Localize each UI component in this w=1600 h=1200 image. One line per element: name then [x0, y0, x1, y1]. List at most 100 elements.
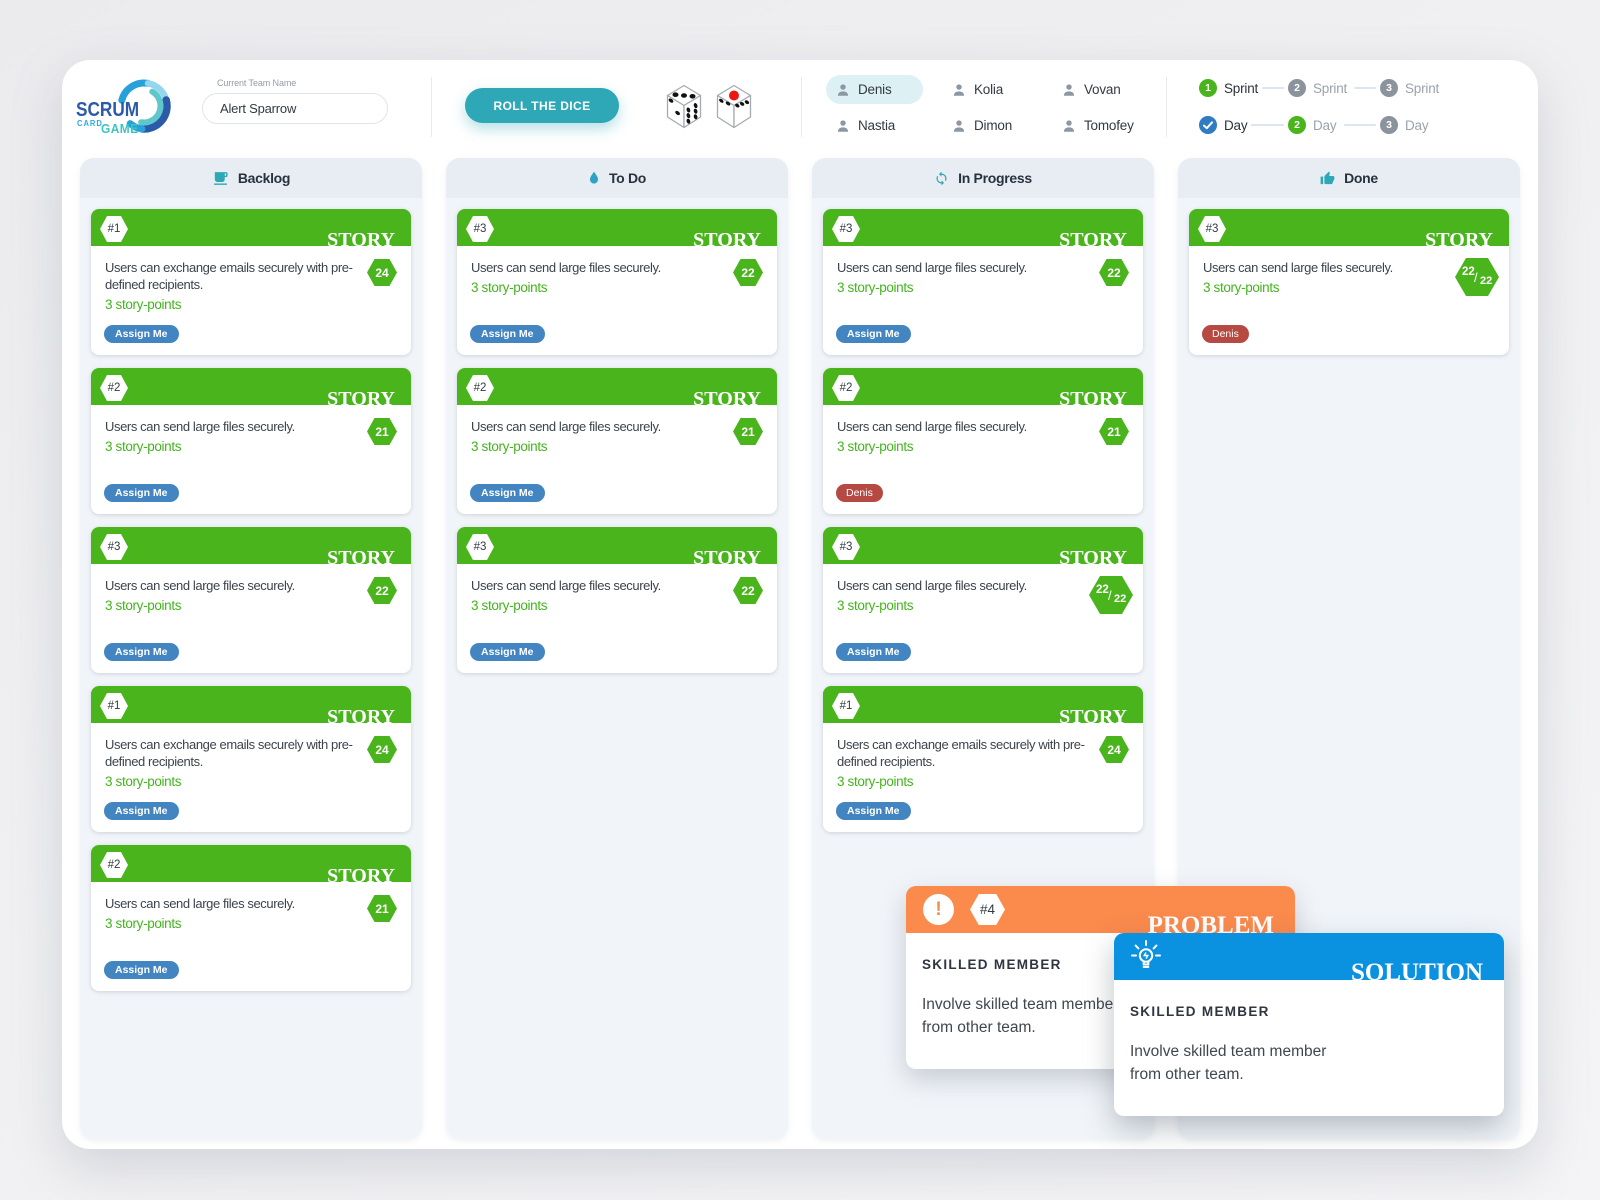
logo-text-card: CARD — [77, 119, 103, 128]
story-card-3[interactable]: #3 STORY Users can send large files secure… — [91, 527, 411, 673]
story-points-label: 3 story-points — [837, 280, 914, 295]
story-type-label: STORY — [693, 388, 761, 410]
assign-me-button[interactable]: Assign Me — [470, 325, 545, 343]
story-type-label: STORY — [1425, 229, 1493, 251]
story-points-badge: 24 — [1099, 736, 1129, 763]
refresh-icon — [936, 171, 947, 185]
story-card-header: #3 STORY — [457, 209, 777, 251]
story-points-label: 3 story-points — [1203, 280, 1280, 295]
story-card-text: Users can send large files securely. — [105, 419, 295, 434]
story-card-2[interactable]: #2 STORY Users can send large files secure… — [823, 368, 1143, 514]
sprint-step-1: 1 Sprint — [1199, 79, 1258, 97]
exclamation-icon: ! — [923, 894, 954, 925]
story-card-2[interactable]: #2 STORY Users can send large files secure… — [91, 368, 411, 514]
story-points-badge: 22 — [733, 259, 763, 286]
assign-me-button[interactable]: Assign Me — [836, 643, 911, 661]
story-card-body: Users can exchange emails securely with … — [91, 723, 411, 832]
day-step-2: 2 Day — [1288, 116, 1337, 134]
team-member-tomofey[interactable]: Tomofey — [1052, 111, 1146, 140]
logo-text-game: GAME — [101, 122, 139, 136]
column-backlog: Backlog #1 STORY Users can exchange emails … — [80, 158, 422, 1139]
story-card-body: Users can send large files securely. 3 st… — [91, 564, 411, 673]
team-member-dimon[interactable]: Dimon — [942, 111, 1024, 140]
team-name-input[interactable] — [202, 93, 388, 124]
team-member-name: Kolia — [974, 82, 1004, 97]
story-card-1[interactable]: #1 STORY Users can exchange emails securel… — [823, 686, 1143, 832]
solution-card-body: SKILLED MEMBER Involve skilled team memb… — [1114, 980, 1504, 1086]
logo-swirl-icon — [118, 79, 171, 133]
step-label: Day — [1224, 117, 1248, 133]
story-card-3[interactable]: #3 STORY Users can send large files secure… — [457, 209, 777, 355]
scrum-card-game-logo: SCRUM CARD GAME — [76, 74, 226, 154]
roll-the-dice-button[interactable]: ROLL THE DICE — [465, 88, 619, 123]
story-card-text: Users can exchange emails securely with … — [837, 737, 1085, 769]
story-card-3[interactable]: #3 STORY Users can send large files secure… — [1189, 209, 1509, 355]
story-card-3[interactable]: #3 STORY Users can send large files secure… — [823, 527, 1143, 673]
story-card-text: Users can send large files securely. — [1203, 260, 1393, 275]
story-card-body: Users can send large files securely. 3 st… — [91, 405, 411, 514]
team-member-vovan[interactable]: Vovan — [1052, 75, 1133, 104]
story-card-3[interactable]: #3 STORY Users can send large files secure… — [823, 209, 1143, 355]
story-card-1[interactable]: #1 STORY Users can exchange emails securel… — [91, 686, 411, 832]
assign-me-button[interactable]: Assign Me — [104, 961, 179, 979]
story-points-badge: 22/22 — [1089, 576, 1133, 614]
story-card-number: #3 — [832, 216, 860, 242]
story-points-label: 3 story-points — [471, 280, 548, 295]
team-member-kolia[interactable]: Kolia — [942, 75, 1015, 104]
team-member-denis[interactable]: Denis — [826, 75, 923, 104]
story-card-text: Users can send large files securely. — [471, 578, 661, 593]
story-card-3[interactable]: #3 STORY Users can send large files secure… — [457, 527, 777, 673]
story-card-body: Users can exchange emails securely with … — [91, 246, 411, 355]
column-header: Backlog — [80, 158, 422, 198]
sprint-step-2: 2 Sprint — [1288, 79, 1347, 97]
assigned-member-chip[interactable]: Denis — [1202, 325, 1249, 343]
column-to-do: To Do #3 STORY Users can send large files s… — [446, 158, 788, 1139]
story-card-number: #2 — [466, 375, 494, 401]
assign-me-button[interactable]: Assign Me — [104, 802, 179, 820]
story-card-body: Users can send large files securely. 3 st… — [457, 246, 777, 355]
step-number-circle: 3 — [1380, 116, 1398, 134]
solution-card[interactable]: SOLUTION SKILLED MEMBER Involve skilled … — [1114, 933, 1504, 1116]
assign-me-button[interactable]: Assign Me — [836, 802, 911, 820]
story-card-header: #2 STORY — [823, 368, 1143, 410]
assign-me-button[interactable]: Assign Me — [104, 484, 179, 502]
story-card-header: #2 STORY — [91, 368, 411, 410]
step-number-circle: 3 — [1380, 79, 1398, 97]
story-card-body: Users can send large files securely. 3 st… — [91, 882, 411, 991]
story-card-text: Users can exchange emails securely with … — [105, 737, 353, 769]
die-1-icon — [666, 84, 702, 129]
badge-total-value: 22 — [1480, 275, 1493, 287]
column-in-progress: In Progress #3 STORY Users can send large f… — [812, 158, 1154, 1139]
story-card-header: #3 STORY — [457, 527, 777, 569]
sprint-step-3: 3 Sprint — [1380, 79, 1439, 97]
step-label: Sprint — [1313, 80, 1348, 96]
team-member-name: Dimon — [974, 118, 1013, 133]
assign-me-button[interactable]: Assign Me — [104, 325, 179, 343]
problem-card-number: #4 — [970, 894, 1005, 925]
assign-me-button[interactable]: Assign Me — [836, 325, 911, 343]
story-card-header: #3 STORY — [823, 527, 1143, 569]
problem-card-title: SKILLED MEMBER — [922, 957, 1062, 972]
assign-me-button[interactable]: Assign Me — [104, 643, 179, 661]
problem-card-header: ! #4 PROBLEM — [906, 886, 1295, 939]
assigned-member-chip[interactable]: Denis — [836, 484, 883, 502]
team-member-nastia[interactable]: Nastia — [826, 111, 907, 140]
badge-total-value: 22 — [1114, 593, 1127, 605]
assign-me-button[interactable]: Assign Me — [470, 643, 545, 661]
team-name-label: Current Team Name — [217, 78, 297, 88]
story-card-1[interactable]: #1 STORY Users can exchange emails securel… — [91, 209, 411, 355]
column-header: To Do — [446, 158, 788, 198]
story-card-2[interactable]: #2 STORY Users can send large files secure… — [457, 368, 777, 514]
story-card-body: Users can send large files securely. 3 st… — [823, 564, 1143, 673]
story-points-label: 3 story-points — [837, 598, 914, 613]
story-card-2[interactable]: #2 STORY Users can send large files secure… — [91, 845, 411, 991]
assign-me-button[interactable]: Assign Me — [470, 484, 545, 502]
story-type-label: STORY — [1059, 706, 1127, 728]
story-card-text: Users can send large files securely. — [837, 260, 1027, 275]
solution-card-title: SKILLED MEMBER — [1130, 1004, 1270, 1019]
story-points-label: 3 story-points — [105, 297, 182, 312]
team-member-name: Vovan — [1084, 82, 1121, 97]
story-card-number: #1 — [100, 216, 128, 242]
header-divider — [431, 77, 432, 137]
story-card-text: Users can send large files securely. — [837, 419, 1027, 434]
